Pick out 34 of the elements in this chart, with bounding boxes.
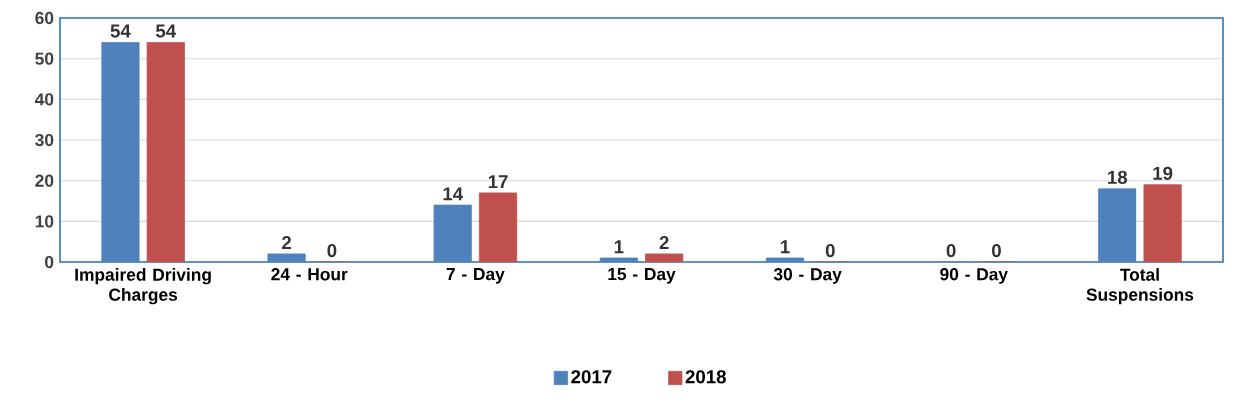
data-label: 0 [992, 244, 1001, 258]
bar [146, 42, 185, 263]
data-label: 2 [659, 236, 669, 250]
data-label: 54 [110, 24, 131, 38]
x-tick-label: 30 - Day [773, 268, 842, 284]
data-label: 2 [282, 236, 292, 250]
x-tick-label: 24 - Hour [271, 268, 348, 281]
data-label: 0 [946, 244, 956, 258]
data-label: 1 [780, 240, 790, 254]
data-label: 17 [488, 175, 508, 189]
y-tick-label: 10 [35, 215, 54, 228]
x-tick-label: 15 - Day [608, 268, 676, 284]
data-label: 14 [443, 187, 463, 201]
data-label: 54 [155, 24, 177, 38]
data-label: 0 [825, 244, 835, 258]
legend-label: 2017 [571, 370, 612, 384]
y-tick-label: 50 [35, 52, 54, 65]
y-tick-label: 30 [35, 133, 54, 147]
x-tick-label: 90 - Day [940, 268, 1008, 284]
x-tick-label: 7 - Day [446, 268, 505, 284]
bar [645, 253, 684, 263]
data-label: 1 [614, 240, 624, 254]
y-tick-label: 20 [35, 174, 54, 187]
y-tick-label: 0 [45, 256, 54, 269]
data-label: 0 [327, 244, 337, 258]
x-tick-label: Total Suspensions [1086, 268, 1194, 305]
y-tick-label: 60 [35, 11, 54, 25]
x-tick-label: Impaired Driving Charges [75, 268, 211, 305]
bar [478, 192, 518, 263]
legend-label: 2018 [685, 370, 726, 384]
y-tick-label: 40 [34, 93, 54, 106]
data-label: 19 [1153, 166, 1173, 181]
bar [1143, 184, 1182, 263]
data-label: 18 [1108, 170, 1128, 185]
